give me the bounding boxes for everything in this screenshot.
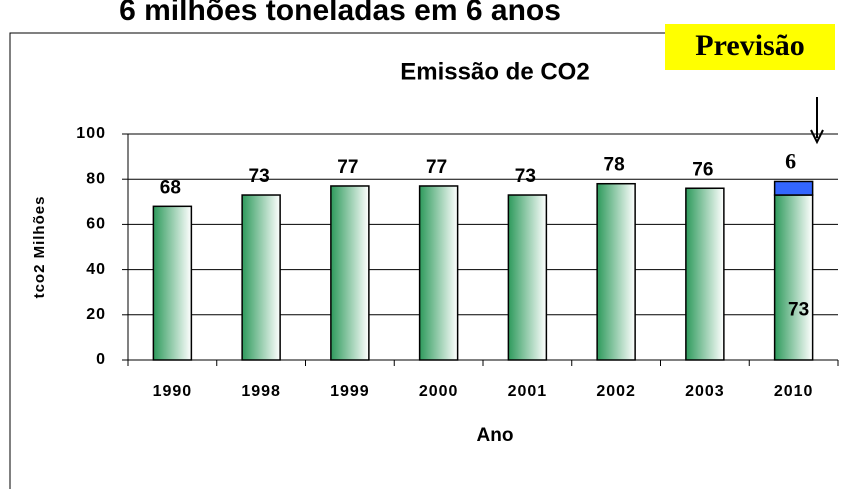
data-label: 78 <box>604 155 625 176</box>
bar <box>507 194 548 361</box>
y-tick-label: 20 <box>86 306 106 323</box>
y-tick-label: 60 <box>86 216 106 233</box>
data-label: 77 <box>426 157 447 178</box>
x-tick-label: 2002 <box>596 383 636 400</box>
bar <box>773 194 814 361</box>
y-tick-label: 80 <box>86 170 106 187</box>
y-tick-label: 40 <box>86 261 106 278</box>
data-label: 68 <box>160 177 181 198</box>
bar <box>418 185 459 361</box>
y-axis-label: tco2 Milhões <box>31 196 48 299</box>
x-tick-label: 2000 <box>419 383 459 400</box>
x-tick-label: 1999 <box>330 383 370 400</box>
forecast-box <box>665 24 835 70</box>
y-tick-label: 100 <box>76 125 106 142</box>
x-tick-label: 2001 <box>508 383 548 400</box>
x-tick-label: 2010 <box>774 383 814 400</box>
bar <box>241 194 281 361</box>
bar <box>330 185 370 361</box>
data-label: 73 <box>515 166 536 187</box>
x-tick-label: 1998 <box>241 383 281 400</box>
data-label: 6 <box>785 149 796 174</box>
bar <box>152 205 193 361</box>
bar <box>685 187 725 361</box>
y-tick-label: 0 <box>96 351 106 368</box>
chart-title: Emissão de CO2 <box>400 58 589 85</box>
x-tick-label: 2003 <box>685 383 725 400</box>
data-label: 73 <box>788 300 809 321</box>
forecast-label: Previsão <box>695 29 804 62</box>
x-axis-label: Ano <box>477 425 514 446</box>
frame <box>9 32 665 489</box>
data-label: 76 <box>692 159 713 180</box>
x-tick-label: 1990 <box>153 383 193 400</box>
heading: 6 milhões toneladas em 6 anos <box>119 0 561 27</box>
data-label: 73 <box>249 166 270 187</box>
bar <box>596 182 636 361</box>
forecast-bar <box>773 180 814 196</box>
data-label: 77 <box>337 157 358 178</box>
